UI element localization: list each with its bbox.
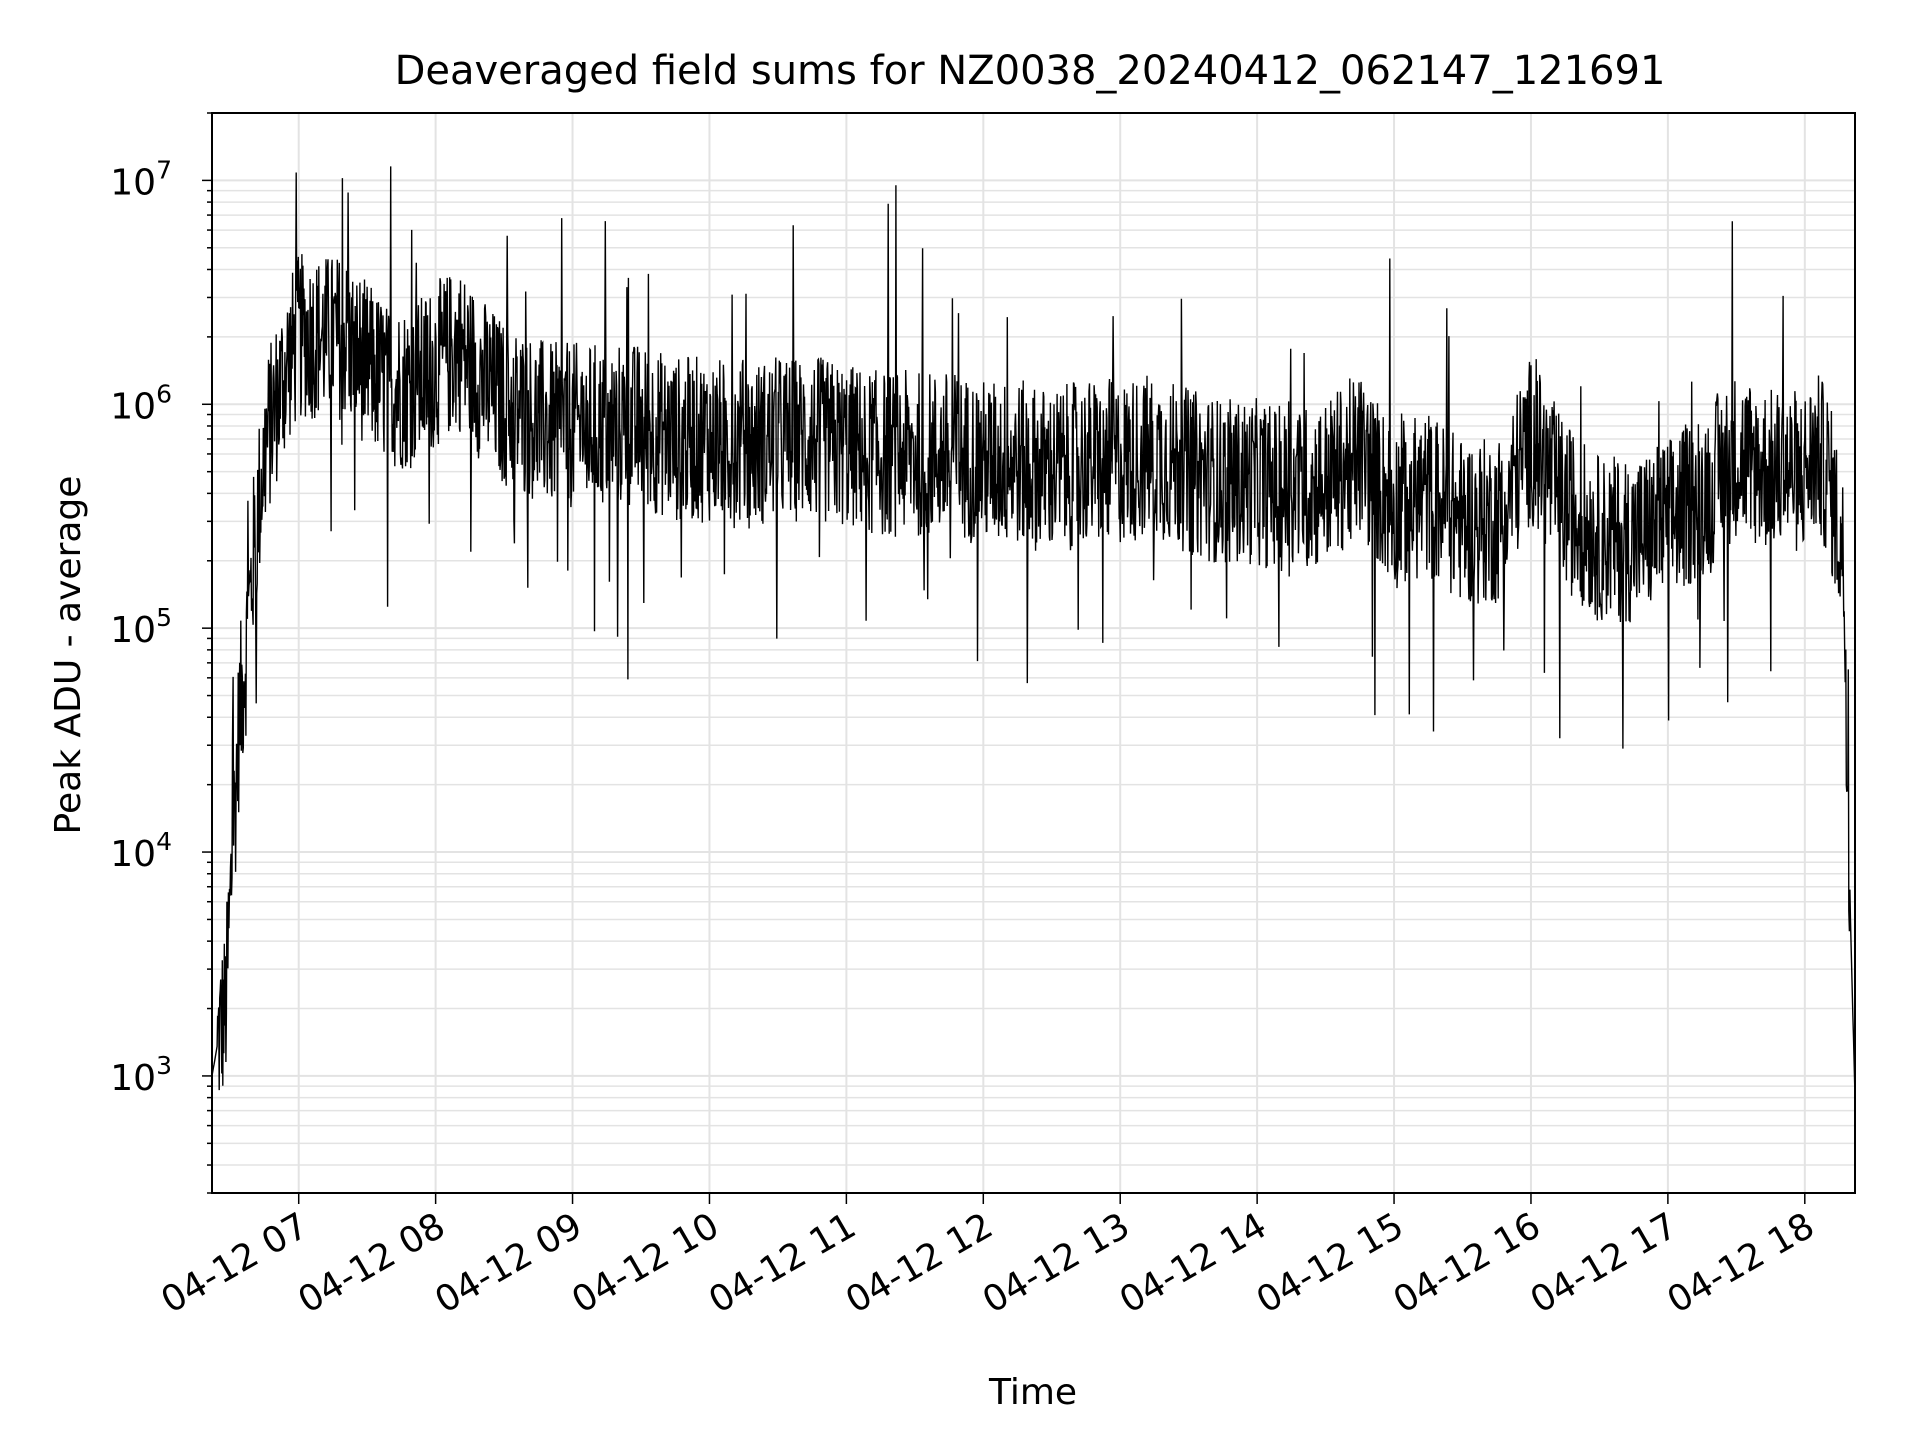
series-line	[211, 166, 1856, 1098]
y-tick-label: 105	[110, 603, 172, 651]
series	[211, 166, 1856, 1098]
y-tick-label: 104	[110, 827, 172, 875]
chart-title: Deaveraged field sums for NZ0038_2024041…	[395, 48, 1666, 94]
y-axis-label: Peak ADU - average	[48, 476, 89, 835]
x-axis-label: Time	[988, 1372, 1077, 1413]
y-tick-label: 103	[110, 1051, 172, 1099]
y-tick-label: 107	[110, 155, 172, 203]
y-axis: 103 104 105 106 107	[110, 112, 212, 1194]
y-tick-label: 106	[110, 379, 172, 427]
plot-frame	[211, 112, 1856, 1194]
